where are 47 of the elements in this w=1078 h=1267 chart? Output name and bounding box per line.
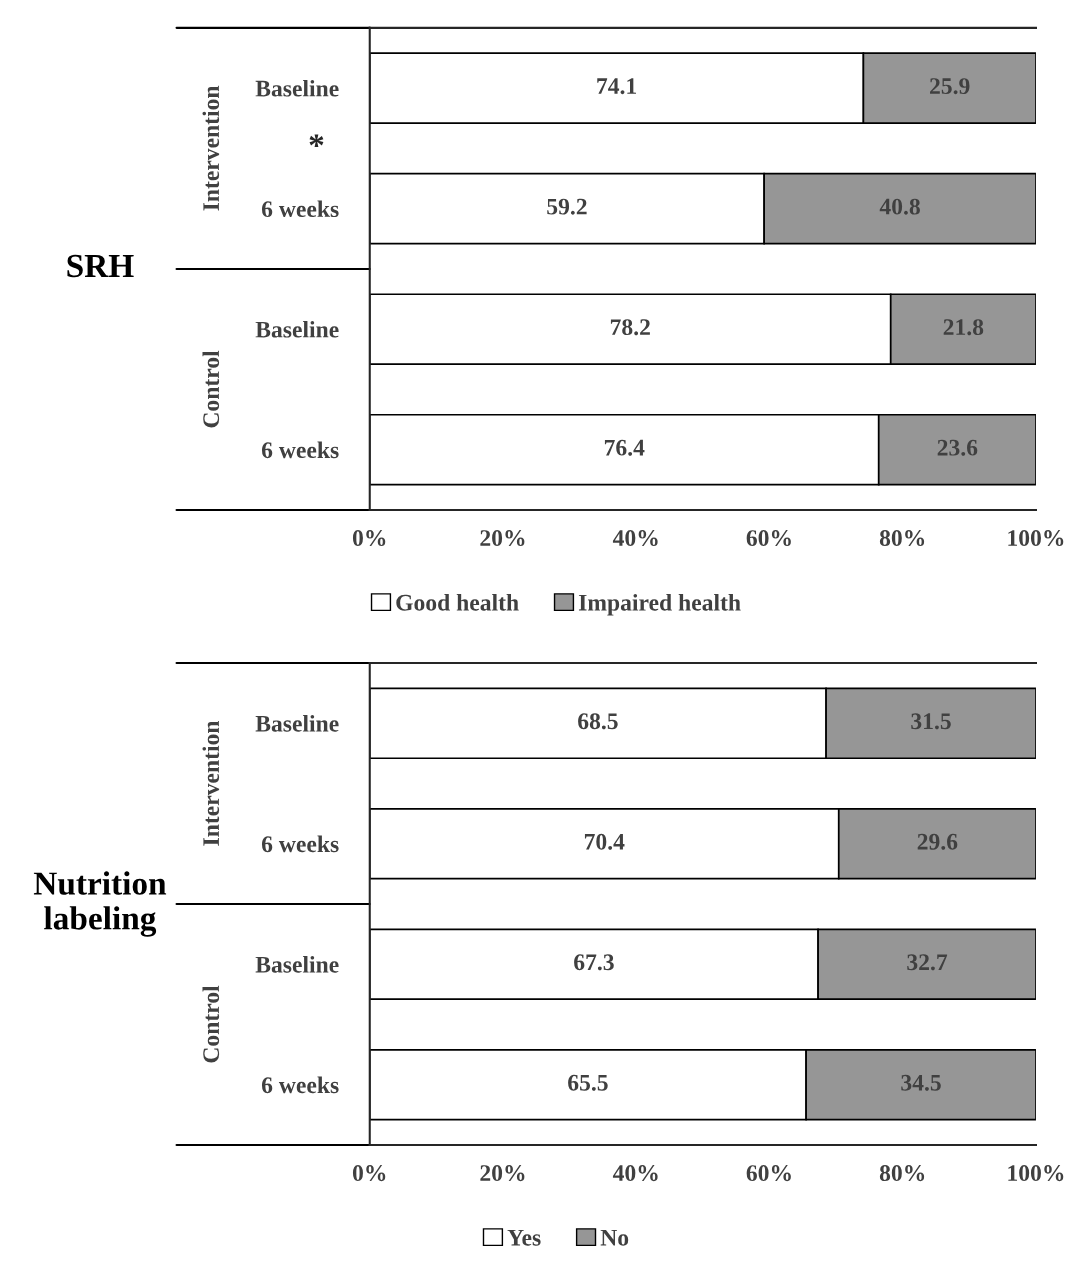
y-tick-label: 6 weeks: [261, 441, 339, 459]
data-label: 31.5: [911, 713, 951, 730]
text: Intervention: [202, 85, 220, 211]
x-tick-label: 0%: [352, 530, 386, 547]
x-tick-label: 80%: [879, 530, 925, 547]
x-tick-label: 100%: [1008, 1165, 1064, 1182]
data-label: 74.1: [597, 78, 637, 95]
x-tick-label: 80%: [879, 1165, 925, 1182]
text: Control: [202, 350, 220, 428]
x-tick-label: 20%: [480, 530, 525, 547]
text: Control: [202, 985, 220, 1063]
text: SRH: [67, 254, 134, 278]
data-label: 70.4: [584, 833, 625, 850]
x-tick-label: 40%: [612, 530, 658, 547]
data-label: 23.6: [937, 439, 978, 456]
y-tick-label: 6 weeks: [261, 1076, 339, 1094]
legend-label: Yes: [507, 1229, 541, 1246]
text: Intervention: [202, 720, 220, 846]
y-tick-label: Baseline: [255, 320, 339, 338]
x-tick-label: 0%: [352, 1165, 386, 1182]
x-tick-label: 60%: [746, 530, 791, 547]
x-tick-label: 60%: [746, 1165, 791, 1182]
data-label: 25.9: [930, 78, 970, 95]
data-label: 34.5: [901, 1074, 941, 1091]
text: *: [309, 134, 324, 147]
y-tick-label: Baseline: [255, 79, 339, 97]
data-label: 78.2: [610, 319, 650, 336]
data-label: 76.4: [604, 439, 645, 456]
x-tick-label: 40%: [612, 1165, 658, 1182]
data-label: 29.6: [917, 833, 958, 850]
data-label: 67.3: [574, 954, 614, 971]
data-label: 68.5: [578, 713, 618, 730]
data-label: 40.8: [879, 198, 920, 215]
data-label: 32.7: [907, 954, 948, 971]
data-label: 59.2: [547, 198, 587, 215]
legend-label: Impaired health: [578, 594, 741, 616]
y-tick-label: 6 weeks: [261, 835, 339, 853]
y-tick-label: Baseline: [255, 956, 339, 973]
data-label: 21.8: [943, 319, 984, 336]
legend-label: Good health: [396, 594, 519, 611]
text: Nutrition labeling: [33, 871, 167, 937]
data-label: 65.5: [568, 1074, 608, 1091]
y-tick-label: Baseline: [255, 715, 339, 732]
x-tick-label: 20%: [480, 1165, 525, 1182]
x-tick-label: 100%: [1008, 530, 1064, 547]
y-tick-label: 6 weeks: [261, 200, 339, 218]
legend-label: No: [600, 1229, 629, 1246]
